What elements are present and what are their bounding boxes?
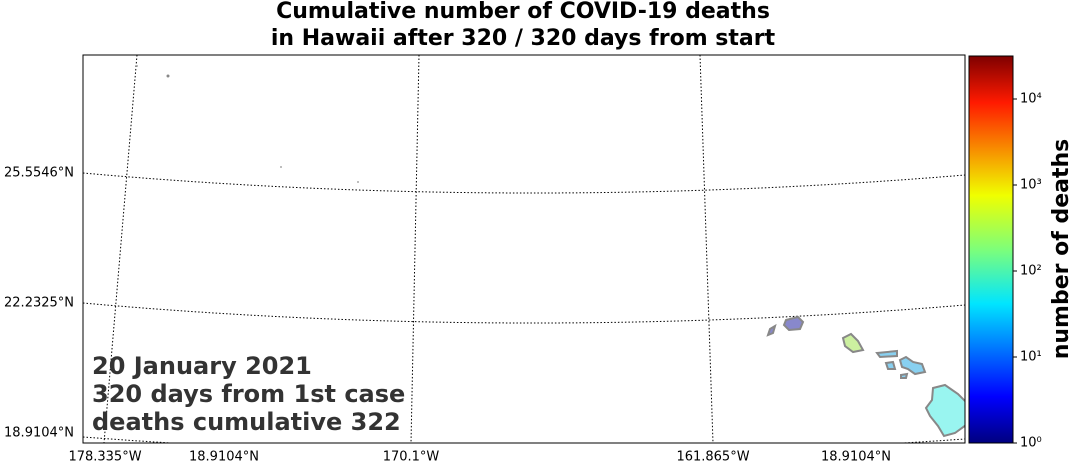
lon-label: 18.9104°N: [821, 450, 891, 462]
colorbar-tick-label: 10⁴: [1020, 92, 1042, 107]
island: [875, 349, 898, 359]
island: [357, 181, 359, 183]
colorbar-tick-label: 10³: [1020, 178, 1042, 193]
lat-label: 22.2325°N: [4, 296, 74, 311]
map-frame: [82, 54, 966, 444]
graticule: [699, 55, 714, 443]
lat-label: 25.5546°N: [4, 166, 74, 181]
graticule: [83, 302, 965, 324]
map-area: [83, 55, 965, 443]
lon-label: 18.9104°N: [189, 450, 259, 462]
island: [766, 323, 777, 337]
island: [782, 315, 805, 332]
graticule: [83, 172, 965, 194]
annotation: 20 January 2021: [92, 352, 312, 380]
island: [280, 166, 282, 168]
island: [884, 360, 897, 370]
colorbar-tick-label: 10⁰: [1020, 436, 1042, 451]
colorbar-tick-label: 10¹: [1020, 350, 1042, 365]
island: [924, 383, 965, 438]
annotation: 320 days from 1st case: [92, 380, 405, 408]
island: [136, 65, 138, 67]
lon-label: 178.335°W: [68, 450, 141, 462]
colorbar: [968, 55, 1014, 444]
title: Cumulative number of COVID-19 deaths: [276, 0, 770, 24]
island: [900, 372, 909, 379]
lon-label: 170.1°W: [383, 450, 440, 462]
island: [841, 332, 865, 354]
island: [166, 74, 170, 78]
title: in Hawaii after 320 / 320 days from star…: [271, 26, 776, 51]
island: [898, 355, 927, 376]
lat-label: 18.9104°N: [4, 426, 74, 441]
colorbar-label: number of deaths: [1049, 139, 1070, 360]
graticule: [410, 55, 420, 443]
colorbar-tick-label: 10²: [1020, 264, 1042, 279]
colorbar-ticks: 10⁰ 10¹ 10² 10³ 10⁴: [1013, 92, 1042, 451]
annotation: deaths cumulative 322: [92, 408, 401, 436]
lon-label: 161.865°W: [676, 450, 749, 462]
